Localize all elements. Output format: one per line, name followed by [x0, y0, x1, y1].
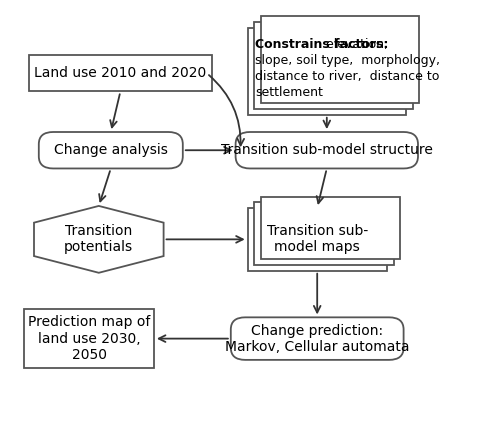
Bar — [248, 28, 406, 115]
Bar — [254, 202, 394, 265]
Bar — [29, 55, 212, 92]
Bar — [248, 208, 387, 271]
Text: Change analysis: Change analysis — [54, 143, 168, 157]
Bar — [24, 309, 154, 368]
Bar — [261, 197, 400, 260]
Text: Transition
potentials: Transition potentials — [64, 224, 134, 254]
Text: slope, soil type,  morphology,: slope, soil type, morphology, — [255, 54, 440, 67]
Text: Transition sub-model structure: Transition sub-model structure — [221, 143, 432, 157]
FancyBboxPatch shape — [39, 132, 183, 168]
Text: settlement: settlement — [255, 87, 322, 100]
Bar — [254, 22, 412, 109]
Text: distance to river,  distance to: distance to river, distance to — [255, 70, 439, 83]
Polygon shape — [34, 206, 164, 273]
Text: Prediction map of
land use 2030,
2050: Prediction map of land use 2030, 2050 — [28, 315, 150, 362]
Text: Transition sub-
model maps: Transition sub- model maps — [266, 224, 368, 254]
Text: Land use 2010 and 2020: Land use 2010 and 2020 — [34, 66, 206, 80]
Text: elevation,: elevation, — [322, 38, 388, 51]
FancyBboxPatch shape — [231, 317, 404, 360]
Bar — [261, 16, 420, 103]
Text: Constrains factors:: Constrains factors: — [255, 38, 388, 51]
FancyBboxPatch shape — [236, 132, 418, 168]
Text: Change prediction:
Markov, Cellular automata: Change prediction: Markov, Cellular auto… — [225, 324, 410, 354]
